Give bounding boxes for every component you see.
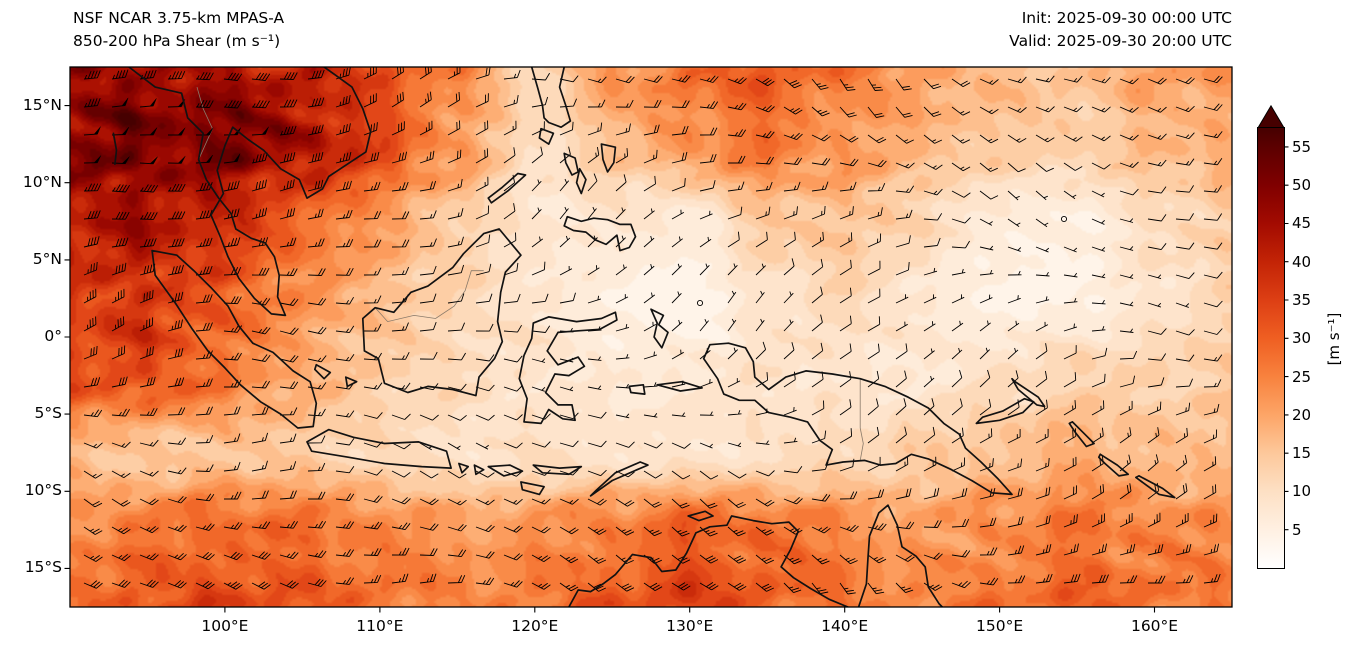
colorbar-tick-label: 30 [1292, 329, 1312, 348]
colorbar-tick-label: 45 [1292, 214, 1312, 233]
x-tick-label: 140°E [821, 617, 869, 635]
x-tick-label: 160°E [1130, 617, 1179, 635]
colorbar-extend-arrow [1257, 104, 1285, 129]
valid-time-label: Valid: 2025-09-30 20:00 UTC [1009, 32, 1232, 50]
x-tick-label: 100°E [201, 617, 249, 635]
coastlines [112, 67, 1176, 607]
y-tick-label: 15°S [24, 558, 62, 577]
y-tick-label: 5°S [34, 404, 62, 423]
title-line-1: NSF NCAR 3.75-km MPAS-A [73, 9, 285, 27]
colorbar-tick-label: 55 [1292, 137, 1312, 156]
colorbar-tick-label: 5 [1292, 520, 1302, 539]
colorbar-gradient [1257, 127, 1285, 569]
x-tick-label: 130°E [666, 617, 714, 635]
colorbar-unit-label: [m s⁻¹] [1325, 312, 1343, 366]
axis-tick-marks [64, 105, 1289, 613]
colorbar-tick-label: 40 [1292, 252, 1312, 271]
y-tick-label: 10°S [24, 481, 62, 500]
colorbar-tick-label: 20 [1292, 405, 1312, 424]
wind-barbs [83, 67, 1223, 595]
y-tick-label: 10°N [22, 172, 62, 191]
y-tick-label: 5°N [32, 249, 62, 268]
plot-title-block: NSF NCAR 3.75-km MPAS-A 850-200 hPa Shea… [73, 7, 284, 53]
colorbar-tick-label: 25 [1292, 367, 1312, 386]
init-time-label: Init: 2025-09-30 00:00 UTC [1021, 9, 1232, 27]
run-info-block: Init: 2025-09-30 00:00 UTC Valid: 2025-0… [1009, 7, 1232, 53]
x-tick-label: 110°E [356, 617, 404, 635]
y-tick-label: 15°N [22, 95, 62, 114]
colorbar-tick-label: 35 [1292, 291, 1312, 310]
y-tick-label: 0° [44, 327, 62, 345]
title-line-2: 850-200 hPa Shear (m s⁻¹) [73, 32, 281, 50]
plot-frame [69, 66, 1233, 608]
x-tick-label: 120°E [511, 617, 559, 635]
x-tick-label: 150°E [976, 617, 1024, 635]
colorbar-tick-label: 15 [1292, 444, 1312, 463]
colorbar-tick-label: 50 [1292, 176, 1312, 195]
country-borders [196, 86, 864, 461]
colorbar-tick-label: 10 [1292, 482, 1312, 501]
